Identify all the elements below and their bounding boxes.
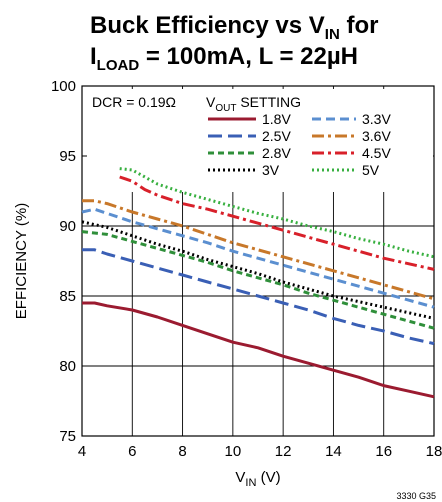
series-line-3v [81,220,435,320]
figure-id: 3330 G35 [396,491,436,501]
y-tick-label: 85 [59,288,76,305]
plot-frame [81,85,435,437]
legend-label-1-8v: 1.8V [262,111,291,127]
x-axis-label: VIN (V) [235,469,280,489]
dcr-annotation: DCR = 0.19Ω [92,94,176,110]
legend-label-2-5v: 2.5V [262,128,291,144]
legend-title: VOUT SETTING [206,94,301,114]
series-line-4-5v [119,175,435,271]
series-line-2-8v [81,230,435,330]
x-tick-label: 16 [375,443,392,460]
y-tick-label: 90 [59,218,76,235]
y-tick-label: 95 [59,148,76,165]
y-axis-label: EFFICIENCY (%) [13,203,30,319]
y-tick-label: 100 [51,78,76,95]
legend-label-3v: 3V [262,162,280,178]
series-lines [81,167,435,399]
x-tick-label: 18 [426,443,442,460]
legend-background [87,89,433,192]
chart-title-line2: ILOAD = 100mA, L = 22µH [90,43,358,74]
series-line-1-8v [82,301,435,399]
legend-label-3-3v: 3.3V [362,111,391,127]
chart-title-line1: Buck Efficiency vs VIN for [90,12,378,43]
tick-labels: 4 6 8 10 12 14 16 18 75 80 85 90 95 100 [51,78,442,460]
x-tick-label: 10 [225,443,242,460]
y-tick-label: 75 [59,428,76,445]
series-line-5v [119,167,435,259]
x-tick-label: 12 [275,443,292,460]
legend-label-5v: 5V [362,162,380,178]
series-line-3-3v [81,207,435,309]
legend-label-4-5v: 4.5V [362,145,391,161]
series-line-2-5v [82,248,435,346]
x-tick-label: 6 [128,443,136,460]
x-tick-label: 8 [178,443,186,460]
legend-label-3-6v: 3.6V [362,128,391,144]
legend-label-2-8v: 2.8V [262,145,291,161]
x-tick-label: 4 [78,443,86,460]
y-tick-label: 80 [59,358,76,375]
series-line-3-6v [82,199,435,301]
x-tick-label: 14 [325,443,342,460]
